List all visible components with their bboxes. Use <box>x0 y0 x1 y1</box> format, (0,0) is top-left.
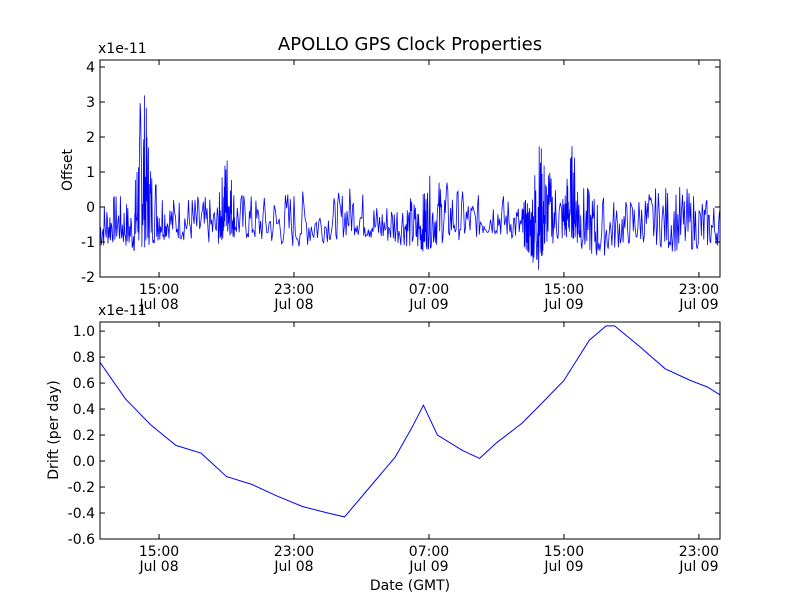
x-tick-time-label: 15:00 <box>139 282 179 298</box>
y-tick-label: -2 <box>81 270 95 286</box>
drift-panel: 1.00.80.60.40.20.0-0.2-0.4-0.6 15:00Jul … <box>46 303 721 594</box>
offset-scale-label: x1e-11 <box>98 41 147 57</box>
drift-plot-frame <box>99 321 721 540</box>
y-tick-label: 3 <box>86 95 95 111</box>
chart-title: APOLLO GPS Clock Properties <box>278 34 542 55</box>
y-tick-label: 0.8 <box>73 350 95 366</box>
drift-scale-label: x1e-11 <box>98 303 147 319</box>
offset-series-group <box>99 95 721 270</box>
offset-y-axis-label: Offset <box>60 148 76 191</box>
drift-y-axis-label: Drift (per day) <box>46 380 62 479</box>
y-tick-label: 0.6 <box>73 376 95 392</box>
drift-series-line <box>99 325 721 518</box>
x-tick-time-label: 15:00 <box>139 544 179 560</box>
x-tick-time-label: 15:00 <box>544 282 584 298</box>
x-tick-date-label: Jul 08 <box>273 297 313 313</box>
x-tick-date-label: Jul 09 <box>543 559 583 575</box>
offset-noise-line <box>99 95 721 270</box>
y-tick-label: 1 <box>86 165 95 181</box>
x-tick-time-label: 23:00 <box>274 544 314 560</box>
x-tick-time-label: 15:00 <box>544 544 584 560</box>
drift-y-axis: 1.0 0.8 0.6 0.4 0.2 0.0 -0.2 -0.4 -0.6 <box>68 324 720 548</box>
x-tick-time-label: 23:00 <box>274 282 314 298</box>
y-tick-label: -0.4 <box>68 506 95 522</box>
x-tick-time-label: 23:00 <box>679 282 719 298</box>
drift-series-group <box>99 325 721 518</box>
x-tick-date-label: Jul 09 <box>543 297 583 313</box>
x-tick-time-label: 07:00 <box>409 544 449 560</box>
y-tick-label: 0.2 <box>73 428 95 444</box>
y-tick-label: 0.4 <box>73 402 95 418</box>
y-tick-label: -1 <box>81 235 95 251</box>
y-tick-label: 1.0 <box>73 324 95 340</box>
drift-x-axis-label: Date (GMT) <box>370 578 450 594</box>
x-tick-date-label: Jul 08 <box>273 559 313 575</box>
x-tick-date-label: Jul 09 <box>408 297 448 313</box>
x-tick-time-label: 07:00 <box>409 282 449 298</box>
offset-plot-frame <box>99 59 721 278</box>
y-tick-label: 0 <box>86 200 95 216</box>
offset-y-axis: 4 3 2 1 0 -1 -2 <box>81 60 720 286</box>
y-tick-label: 4 <box>86 60 95 76</box>
y-tick-label: 2 <box>86 130 95 146</box>
x-tick-date-label: Jul 09 <box>408 559 448 575</box>
x-tick-date-label: Jul 08 <box>138 559 178 575</box>
x-tick-date-label: Jul 09 <box>678 297 718 313</box>
y-tick-label: 0.0 <box>73 454 95 470</box>
x-tick-time-label: 23:00 <box>679 544 719 560</box>
y-tick-label: -0.6 <box>68 532 95 548</box>
x-tick-date-label: Jul 08 <box>138 297 178 313</box>
y-tick-label: -0.2 <box>68 480 95 496</box>
x-tick-date-label: Jul 09 <box>678 559 718 575</box>
